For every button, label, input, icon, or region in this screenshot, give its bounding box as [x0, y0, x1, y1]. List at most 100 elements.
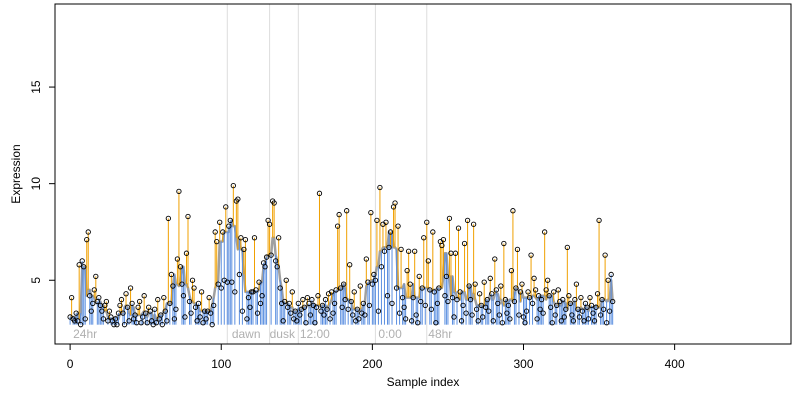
data-point [263, 254, 270, 260]
data-point [381, 248, 388, 254]
data-point [520, 314, 527, 320]
data-point [360, 300, 366, 307]
data-point [103, 298, 110, 305]
data-point [318, 308, 324, 314]
x-tick-label: 400 [665, 357, 685, 371]
data-point [545, 277, 551, 283]
data-point [548, 304, 554, 310]
data-point [312, 320, 318, 326]
data-point [597, 312, 604, 318]
data-point [186, 298, 193, 305]
data-point [489, 291, 495, 297]
data-point [90, 300, 96, 307]
data-point [581, 318, 587, 324]
data-point [129, 300, 135, 307]
data-point [467, 296, 474, 303]
data-point [457, 289, 463, 295]
data-point [337, 285, 344, 291]
data-point [351, 289, 357, 295]
data-point [251, 235, 258, 241]
data-point [118, 296, 125, 303]
data-point [301, 304, 308, 310]
data-point [505, 302, 512, 309]
data-point [578, 294, 584, 301]
data-point [410, 294, 416, 301]
data-point [198, 289, 205, 295]
data-point [436, 285, 442, 291]
data-point [203, 316, 209, 322]
data-point [375, 308, 382, 314]
data-point [75, 318, 81, 324]
data-point [147, 308, 153, 314]
data-point [313, 304, 320, 310]
data-point [309, 296, 315, 303]
data-point [478, 302, 484, 309]
data-point [176, 188, 182, 195]
data-point [141, 293, 147, 299]
data-point [551, 289, 557, 295]
data-point [272, 258, 279, 264]
data-point [387, 229, 394, 235]
data-point [282, 298, 288, 305]
data-point [469, 312, 475, 318]
data-point [192, 304, 199, 310]
annotation-label: dusk [270, 327, 296, 341]
data-point [585, 316, 592, 322]
data-point [493, 287, 499, 293]
data-point [418, 298, 424, 305]
data-point [487, 275, 493, 281]
data-point [483, 304, 489, 310]
data-point [434, 300, 441, 307]
data-point [395, 223, 401, 229]
data-point [603, 320, 610, 326]
data-point [405, 248, 412, 254]
data-point [594, 291, 601, 297]
data-point [425, 258, 431, 264]
data-point [540, 310, 546, 316]
data-point [368, 209, 374, 216]
data-point [182, 314, 188, 320]
data-point [135, 304, 141, 310]
data-point [561, 314, 567, 320]
data-point [93, 273, 99, 280]
data-point [496, 312, 502, 318]
data-point [569, 312, 575, 318]
data-point [451, 314, 457, 320]
data-point [315, 293, 321, 299]
data-point [236, 271, 243, 278]
data-point [170, 283, 176, 289]
data-point [431, 289, 437, 295]
data-point [333, 287, 339, 293]
data-point [200, 320, 206, 326]
data-point [460, 302, 466, 309]
data-point [472, 281, 478, 287]
data-point [519, 281, 525, 287]
data-point [363, 256, 369, 262]
y-axis-title: Expression [9, 144, 23, 203]
data-point [152, 306, 158, 312]
data-point [247, 304, 253, 310]
data-point [245, 294, 252, 301]
data-point [558, 318, 564, 324]
data-point [466, 283, 472, 289]
x-tick-label: 0 [67, 357, 74, 371]
data-point [155, 296, 161, 303]
data-point [68, 294, 75, 301]
data-point [348, 298, 354, 305]
data-point [392, 200, 398, 206]
data-point [532, 287, 539, 293]
data-point [528, 252, 534, 258]
data-point [201, 308, 208, 314]
data-point [401, 304, 407, 310]
data-point [177, 264, 184, 270]
data-point [238, 235, 244, 241]
data-point [449, 294, 456, 301]
y-tick-label: 15 [29, 80, 43, 94]
data-point [499, 320, 505, 326]
x-tick-label: 200 [362, 357, 382, 371]
data-point [88, 308, 94, 314]
data-point [111, 322, 117, 328]
data-point [307, 312, 314, 318]
data-point [514, 246, 521, 252]
